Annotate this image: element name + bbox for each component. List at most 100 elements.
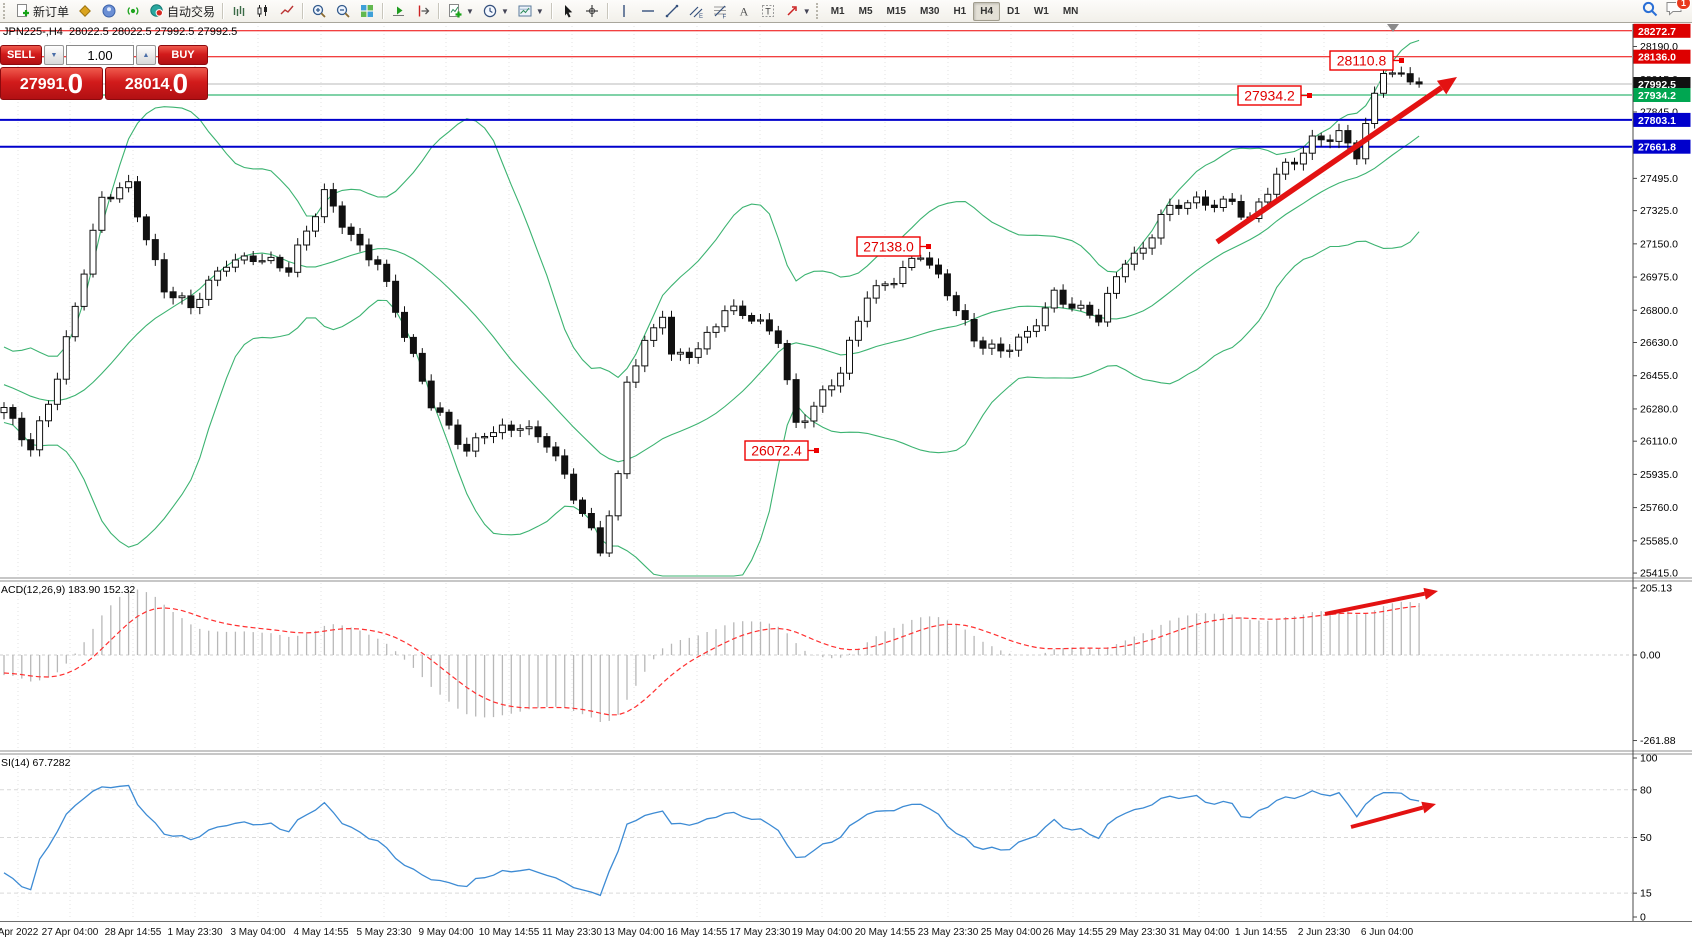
price-tick-label: 25415.0: [1640, 568, 1678, 580]
timeframe-h4-button[interactable]: H4: [973, 1, 1001, 21]
price-level-badge: 28136.0: [1638, 52, 1676, 64]
price-tick-label: 26455.0: [1640, 370, 1678, 382]
crosshair-button[interactable]: [580, 0, 604, 22]
candlestick-chart-button[interactable]: [251, 0, 275, 22]
rsi-tick-label: 50: [1640, 832, 1652, 844]
sell-price-pip: 0: [67, 68, 84, 99]
pane-separators[interactable]: [0, 577, 1692, 922]
price-annotation[interactable]: 27934.2: [1237, 85, 1312, 106]
trendline-icon: [664, 3, 680, 19]
crosshair-icon: [584, 3, 600, 19]
text-button[interactable]: A: [732, 0, 756, 22]
timeframe-w1-button[interactable]: W1: [1033, 5, 1049, 17]
equidistant-channel-icon: E: [688, 3, 704, 19]
sell-button[interactable]: SELL: [0, 45, 42, 65]
new-order-icon: [15, 3, 31, 19]
timeframe-h1-button[interactable]: H1: [953, 5, 967, 17]
text-label-button[interactable]: T: [756, 0, 780, 22]
trendline-button[interactable]: [660, 0, 684, 22]
time-axis-label: 23 May 23:30: [918, 927, 979, 938]
main-toolbar: 新订单 自动交易 ▼ ▼ ▼ E F A T ▼ M1 M5 M15 M30 H1 H4 D1 W1 MN 1: [0, 0, 1692, 23]
symbol-ohlc-header: JPN225-,H4 28022.5 28022.5 27992.5 27992…: [3, 26, 238, 38]
fibonacci-button[interactable]: F: [708, 0, 732, 22]
svg-text:E: E: [699, 14, 703, 19]
time-axis-label: 9 May 04:00: [418, 927, 473, 938]
buy-price[interactable]: 28014. 0: [105, 67, 208, 100]
autotrading-button[interactable]: 自动交易: [145, 0, 219, 22]
search-icon[interactable]: [1641, 0, 1659, 23]
tile-windows-button[interactable]: [355, 0, 379, 22]
timeframe-m15-button[interactable]: M15: [886, 5, 906, 17]
vertical-line-button[interactable]: [612, 0, 636, 22]
periods-button[interactable]: ▼: [478, 0, 513, 22]
volume-input[interactable]: [66, 45, 134, 65]
bar-chart-button[interactable]: [227, 0, 251, 22]
trend-arrow[interactable]: [1215, 77, 1457, 245]
expert-advisors-button[interactable]: [97, 0, 121, 22]
price-annotation[interactable]: 27138.0: [856, 236, 931, 257]
arrows-dropdown-arrow[interactable]: ▼: [802, 6, 811, 16]
arrows-button[interactable]: ▼: [780, 0, 815, 22]
timeframe-m30-button[interactable]: M30: [919, 5, 940, 17]
autotrading-icon: [149, 3, 165, 19]
price-tick-label: 25585.0: [1640, 535, 1678, 547]
time-axis-label: 1 Jun 14:55: [1235, 927, 1288, 938]
signals-button[interactable]: [121, 0, 145, 22]
chart-shift-button[interactable]: [411, 0, 435, 22]
templates-button[interactable]: ▼: [513, 0, 548, 22]
price-tick-label: 27495.0: [1640, 173, 1678, 185]
timeframe-d1-button[interactable]: D1: [1007, 5, 1020, 17]
periods-dropdown-arrow[interactable]: ▼: [500, 6, 509, 16]
horizontal-line-button[interactable]: [636, 0, 660, 22]
time-axis-label: 25 May 04:00: [981, 927, 1042, 938]
zoom-out-button[interactable]: [331, 0, 355, 22]
indicators-button[interactable]: ▼: [443, 0, 478, 22]
sell-price[interactable]: 27991. 0: [0, 67, 103, 100]
time-axis-label: 31 May 04:00: [1169, 927, 1230, 938]
time-axis-label: 6 Jun 04:00: [1361, 927, 1414, 938]
time-axis-label: 5 May 23:30: [356, 927, 411, 938]
chart-shift-icon: [415, 3, 431, 19]
candlesticks: [0, 61, 1423, 557]
time-axis-label: 10 May 14:55: [479, 927, 540, 938]
price-annotation[interactable]: 28110.8: [1329, 50, 1404, 71]
rsi-tick-label: 15: [1640, 888, 1652, 900]
macd-tick-label: -261.88: [1640, 735, 1676, 747]
price-annotation[interactable]: 26072.4: [744, 440, 819, 461]
time-axis-label: 26 May 14:55: [1043, 927, 1104, 938]
indicators-dropdown-arrow[interactable]: ▼: [466, 6, 474, 16]
text-icon: A: [736, 3, 752, 19]
rsi-indicator-label: SI(14) 67.7282: [1, 757, 71, 769]
volume-decrease-button[interactable]: ▼: [44, 45, 64, 65]
line-chart-button[interactable]: [275, 0, 299, 22]
new-order-button[interactable]: 新订单: [11, 0, 73, 22]
templates-dropdown-arrow[interactable]: ▼: [535, 6, 544, 16]
timeframe-mn-button[interactable]: MN: [1062, 5, 1079, 17]
arrows-icon: [784, 3, 800, 19]
price-tick-label: 27150.0: [1640, 238, 1678, 250]
cursor-icon: [560, 3, 576, 19]
equidistant-channel-button[interactable]: E: [684, 0, 708, 22]
timeframe-m5-button[interactable]: M5: [858, 5, 873, 17]
metaeditor-button[interactable]: [73, 0, 97, 22]
time-axis-label: 17 May 23:30: [730, 927, 791, 938]
volume-increase-button[interactable]: ▲: [136, 45, 156, 65]
trend-arrow[interactable]: [1324, 587, 1438, 616]
cursor-button[interactable]: [556, 0, 580, 22]
auto-scroll-button[interactable]: [387, 0, 411, 22]
signals-icon: [125, 3, 141, 19]
toolbar-separator: [438, 3, 441, 19]
macd-indicator-label: ACD(12,26,9) 183.90 152.32: [1, 584, 136, 596]
buy-button[interactable]: BUY: [158, 45, 208, 65]
line-chart-icon: [279, 3, 295, 19]
time-axis-label: 3 May 04:00: [230, 927, 285, 938]
trend-arrow[interactable]: [1350, 801, 1436, 829]
time-axis-label: Apr 2022: [0, 927, 39, 938]
annotation-text: 27138.0: [863, 239, 914, 255]
timeframe-m1-button[interactable]: M1: [830, 5, 845, 17]
zoom-in-button[interactable]: [307, 0, 331, 22]
autotrading-label: 自动交易: [167, 4, 216, 19]
price-level-badge: 27661.8: [1638, 142, 1676, 154]
bar-chart-icon: [231, 3, 247, 19]
